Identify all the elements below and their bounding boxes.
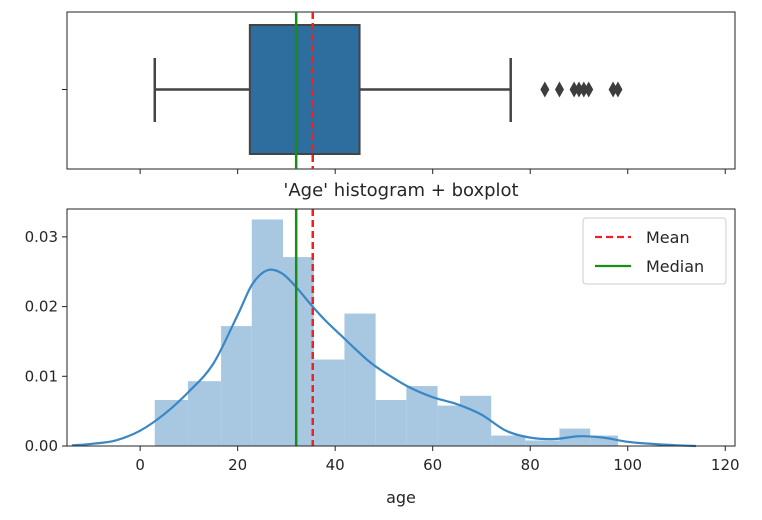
outlier-point	[554, 81, 564, 98]
legend-median-label: Median	[646, 257, 704, 276]
outlier-point	[569, 81, 579, 98]
legend-mean-label: Mean	[646, 228, 690, 247]
outlier-point	[613, 81, 623, 98]
histogram-bar	[187, 381, 222, 446]
legend: Mean Median	[582, 217, 727, 285]
boxplot-panel	[62, 11, 736, 174]
histogram-bar	[491, 435, 526, 446]
kde-curve	[71, 268, 697, 448]
iqr-box	[248, 24, 361, 155]
legend-box	[582, 217, 727, 285]
x-tick-label: 40	[326, 456, 345, 474]
outlier-point	[579, 81, 589, 98]
histogram-frame	[66, 208, 736, 447]
boxplot-frame	[66, 11, 736, 170]
x-tick-label: 0	[135, 456, 145, 474]
outlier-point	[584, 81, 594, 98]
histogram-bar	[590, 435, 618, 446]
histogram-bar	[221, 326, 252, 446]
histogram-bar	[251, 219, 284, 446]
histogram-bar	[313, 359, 345, 446]
x-tick-label: 80	[521, 456, 540, 474]
outlier-point	[608, 81, 618, 98]
y-tick-label: 0.00	[25, 437, 58, 455]
histogram-panel: 0 20 40 60 80 100 120 0.00 0.01 0.02 0.03 age	[25, 208, 740, 507]
x-tick-label: 60	[423, 456, 442, 474]
histogram-bar	[344, 313, 376, 446]
chart-title: 'Age' histogram + boxplot	[283, 180, 518, 201]
outlier-point	[540, 81, 550, 98]
y-tick-label: 0.01	[25, 367, 58, 385]
histogram-bar	[459, 395, 492, 446]
y-tick-label: 0.03	[25, 228, 58, 246]
x-tick-label: 100	[613, 456, 642, 474]
x-axis-label: age	[386, 488, 416, 507]
histogram-bar	[525, 440, 560, 446]
outlier-point	[574, 81, 584, 98]
histogram-bar	[437, 405, 460, 446]
histogram-bar	[375, 399, 407, 446]
histogram-bar	[406, 386, 438, 446]
x-tick-label: 20	[228, 456, 247, 474]
y-tick-label: 0.02	[25, 298, 58, 316]
histogram-bar	[283, 257, 314, 446]
x-tick-label: 120	[711, 456, 740, 474]
